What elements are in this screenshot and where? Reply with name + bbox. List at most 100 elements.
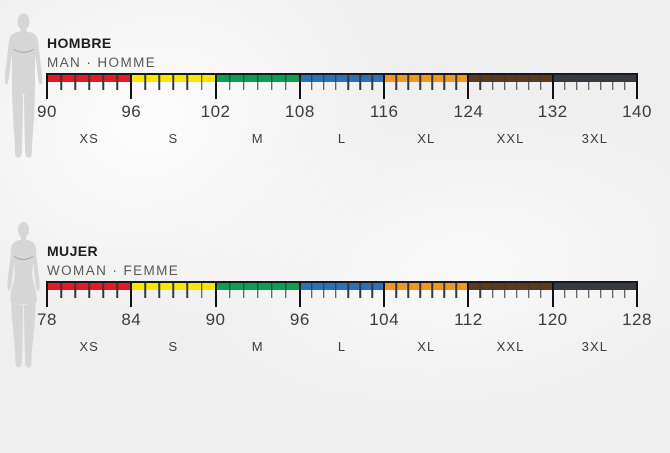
tick-major [46,281,48,307]
tick-major [467,281,470,307]
tick-minor [158,73,161,90]
tick-minor [144,281,147,298]
tick-minor [186,73,189,90]
scale-numbers-men: 90 96 102 108 116 124 132 140 [37,102,651,121]
size-ruler-women [46,281,638,307]
tick-minor [74,73,76,90]
size-label: XS [79,339,99,354]
tick-major [467,73,470,99]
tick-major [298,281,301,307]
tick-minor [443,73,446,90]
tick-minor [539,281,542,298]
tick-major [130,73,133,99]
scale-number: 116 [369,102,399,121]
size-labels-women: XS S M L XL XXL 3XL [47,340,637,353]
tick-minor [564,281,566,298]
tick-minor [395,281,397,298]
tick-minor [285,73,287,90]
tick-minor [311,73,313,90]
size-label: L [337,131,347,146]
tick-minor [612,73,614,90]
tick-minor [371,73,373,90]
tick-minor [228,281,231,298]
tick-minor [564,73,566,90]
tick-minor [271,73,273,90]
scale-number: 96 [121,102,142,121]
chest-measure-line [13,256,34,260]
scale-number: 124 [453,102,484,121]
scale-number: 132 [537,102,568,121]
scale-number: 140 [622,102,652,121]
tick-minor [491,281,494,298]
tick-minor [576,73,578,90]
tick-minor [60,281,62,298]
size-label: M [251,131,264,146]
tick-minor [102,281,104,298]
tick-minor [576,281,578,298]
tick-minor [588,281,590,298]
ruler-ticks [46,73,638,99]
tick-minor [256,281,259,298]
tick-minor [242,281,245,298]
tick-minor [491,73,494,90]
tick-minor [256,73,259,90]
tick-minor [347,281,349,298]
tick-minor [88,281,90,298]
size-ruler-men [46,73,638,99]
tick-minor [347,73,349,90]
tick-major [214,281,217,307]
tick-minor [443,281,446,298]
tick-minor [228,73,231,90]
scale-number: 128 [622,310,652,329]
tick-minor [311,281,313,298]
tick-major [46,73,48,99]
size-label: 3XL [581,339,609,354]
tick-minor [116,73,118,90]
tick-minor [479,281,482,298]
tick-minor [323,73,325,90]
tick-minor [624,281,626,298]
chart-title-men: HOMBRE [47,35,112,51]
tick-minor [588,73,590,90]
tick-minor [200,281,203,298]
tick-major [383,281,386,307]
tick-minor [172,281,175,298]
tick-major [298,73,301,99]
size-label: S [168,131,179,146]
tick-minor [419,73,421,90]
tick-minor [455,73,458,90]
size-label: 3XL [581,131,609,146]
tick-minor [144,73,147,90]
tick-minor [515,73,518,90]
tick-minor [285,281,287,298]
tick-major [214,73,217,99]
tick-minor [455,281,458,298]
tick-minor [74,281,76,298]
ruler-ticks [46,281,638,307]
tick-minor [431,281,434,298]
tick-minor [335,281,337,298]
chart-subtitle-women: WOMAN · FEMME [47,263,180,278]
tick-minor [419,281,421,298]
tick-minor [200,73,203,90]
tick-minor [527,73,530,90]
tick-major [551,73,554,99]
scale-number: 96 [289,310,310,329]
scale-number: 78 [37,310,57,329]
size-label: XS [79,131,99,146]
chest-measure-line [13,48,34,53]
scale-number: 84 [121,310,142,329]
size-chart-men: HOMBRE MAN · HOMME 90 96 102 108 116 124 132 14… [37,35,651,146]
scale-number: 112 [454,310,483,329]
tick-major [383,73,386,99]
size-label: L [337,339,347,354]
tick-minor [527,281,530,298]
tick-minor [479,73,482,90]
tick-minor [371,281,373,298]
size-label: XL [417,339,436,354]
tick-minor [407,281,409,298]
size-label: S [168,339,179,354]
male-silhouette-icon [2,12,45,159]
tick-minor [431,73,434,90]
